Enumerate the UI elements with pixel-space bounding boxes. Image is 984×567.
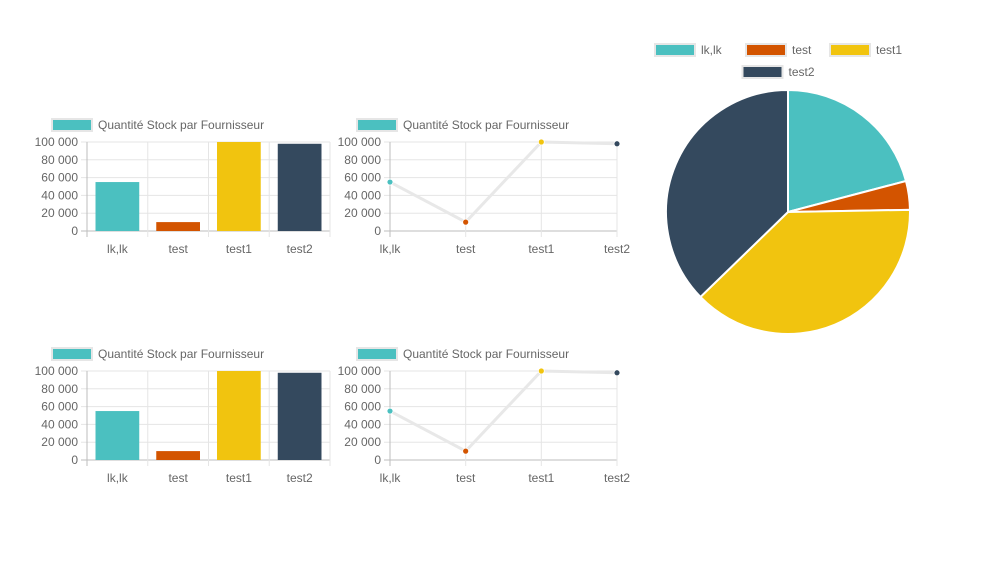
- legend-label: Quantité Stock par Fournisseur: [403, 118, 569, 132]
- y-tick-label: 0: [71, 224, 78, 238]
- legend-swatch: [51, 118, 93, 132]
- x-tick-label: test: [168, 471, 188, 485]
- data-point: [537, 138, 545, 146]
- x-tick-label: test1: [528, 242, 554, 256]
- legend-swatch: [741, 65, 784, 79]
- bar-chart-bottom: Quantité Stock par Fournisseur 0 20 000 40 …: [0, 339, 340, 494]
- data-point: [386, 178, 394, 186]
- data-point: [462, 447, 470, 455]
- legend-label: Quantité Stock par Fournisseur: [98, 118, 264, 132]
- x-tick-label: test: [456, 242, 476, 256]
- line-chart-bottom: Quantité Stock par Fournisseur 0 20 000 40 …: [335, 339, 640, 494]
- x-tick-label: test2: [604, 242, 630, 256]
- x-tick-label: test2: [287, 471, 313, 485]
- y-tick-label: 60 000: [41, 400, 78, 414]
- x-tick-label: test1: [226, 242, 252, 256]
- data-point: [537, 367, 545, 375]
- bar: [95, 411, 140, 460]
- data-point: [613, 369, 621, 377]
- series-line: [389, 140, 618, 224]
- line-chart-top-svg: Quantité Stock par Fournisseur 0 20 000 40 …: [338, 118, 630, 256]
- legend-swatch: [51, 347, 93, 361]
- legend-label: lk,lk: [701, 43, 723, 57]
- data-point: [462, 218, 470, 226]
- bar: [277, 372, 322, 460]
- y-tick-label: 40 000: [344, 417, 381, 431]
- bar-chart-top-svg: Quantité Stock par Fournisseur 0 20 000 40 …: [35, 118, 331, 256]
- bar-chart-top: Quantité Stock par Fournisseur 0 20 000 40 …: [0, 110, 340, 265]
- y-tick-label: 100 000: [338, 135, 382, 149]
- y-tick-label: 0: [71, 453, 78, 467]
- x-tick-label: test1: [528, 471, 554, 485]
- y-tick-label: 60 000: [41, 171, 78, 185]
- bar: [95, 182, 140, 231]
- x-tick-label: test2: [287, 242, 313, 256]
- legend-swatch: [356, 347, 398, 361]
- x-tick-label: lk,lk: [107, 471, 129, 485]
- y-tick-label: 20 000: [41, 206, 78, 220]
- y-tick-label: 0: [374, 224, 381, 238]
- y-tick-label: 0: [374, 453, 381, 467]
- pie-slice: [665, 88, 789, 299]
- x-tick-label: lk,lk: [107, 242, 129, 256]
- bar: [217, 142, 261, 231]
- pie-slice: [699, 208, 911, 335]
- data-point: [386, 407, 394, 415]
- line-chart-bottom-svg: Quantité Stock par Fournisseur 0 20 000 40 …: [338, 347, 630, 485]
- x-tick-label: test: [456, 471, 476, 485]
- legend-label: test: [792, 43, 812, 57]
- legend-label: test2: [789, 65, 815, 79]
- y-tick-label: 80 000: [344, 382, 381, 396]
- legend-label: Quantité Stock par Fournisseur: [98, 347, 264, 361]
- x-tick-label: test1: [226, 471, 252, 485]
- data-point: [613, 140, 621, 148]
- x-tick-label: test: [168, 242, 188, 256]
- y-tick-label: 80 000: [344, 153, 381, 167]
- bar: [156, 222, 200, 231]
- y-tick-label: 20 000: [41, 435, 78, 449]
- y-tick-label: 40 000: [41, 188, 78, 202]
- legend-swatch: [654, 43, 696, 57]
- legend-swatch: [745, 43, 787, 57]
- legend-swatch: [356, 118, 398, 132]
- y-tick-label: 100 000: [338, 364, 382, 378]
- y-tick-label: 20 000: [344, 435, 381, 449]
- bar-chart-bottom-svg: Quantité Stock par Fournisseur 0 20 000 40 …: [35, 347, 331, 485]
- y-tick-label: 100 000: [35, 135, 79, 149]
- bar: [156, 451, 200, 460]
- y-tick-label: 60 000: [344, 171, 381, 185]
- y-tick-label: 20 000: [344, 206, 381, 220]
- x-tick-label: lk,lk: [380, 242, 402, 256]
- y-tick-label: 80 000: [41, 382, 78, 396]
- pie-chart-svg: lk,lk test test1 test2: [654, 43, 911, 335]
- y-tick-label: 80 000: [41, 153, 78, 167]
- bar: [277, 143, 322, 231]
- x-tick-label: lk,lk: [380, 471, 402, 485]
- series-line: [389, 369, 618, 453]
- legend-swatch: [829, 43, 871, 57]
- y-tick-label: 40 000: [344, 188, 381, 202]
- x-tick-label: test2: [604, 471, 630, 485]
- pie-slice: [787, 88, 908, 214]
- line-chart-top: Quantité Stock par Fournisseur 0 20 000 40 …: [335, 110, 640, 265]
- legend-label: test1: [876, 43, 902, 57]
- legend-label: Quantité Stock par Fournisseur: [403, 347, 569, 361]
- pie-chart: lk,lk test test1 test2: [640, 30, 940, 345]
- bar: [217, 371, 261, 460]
- y-tick-label: 60 000: [344, 400, 381, 414]
- y-tick-label: 100 000: [35, 364, 79, 378]
- y-tick-label: 40 000: [41, 417, 78, 431]
